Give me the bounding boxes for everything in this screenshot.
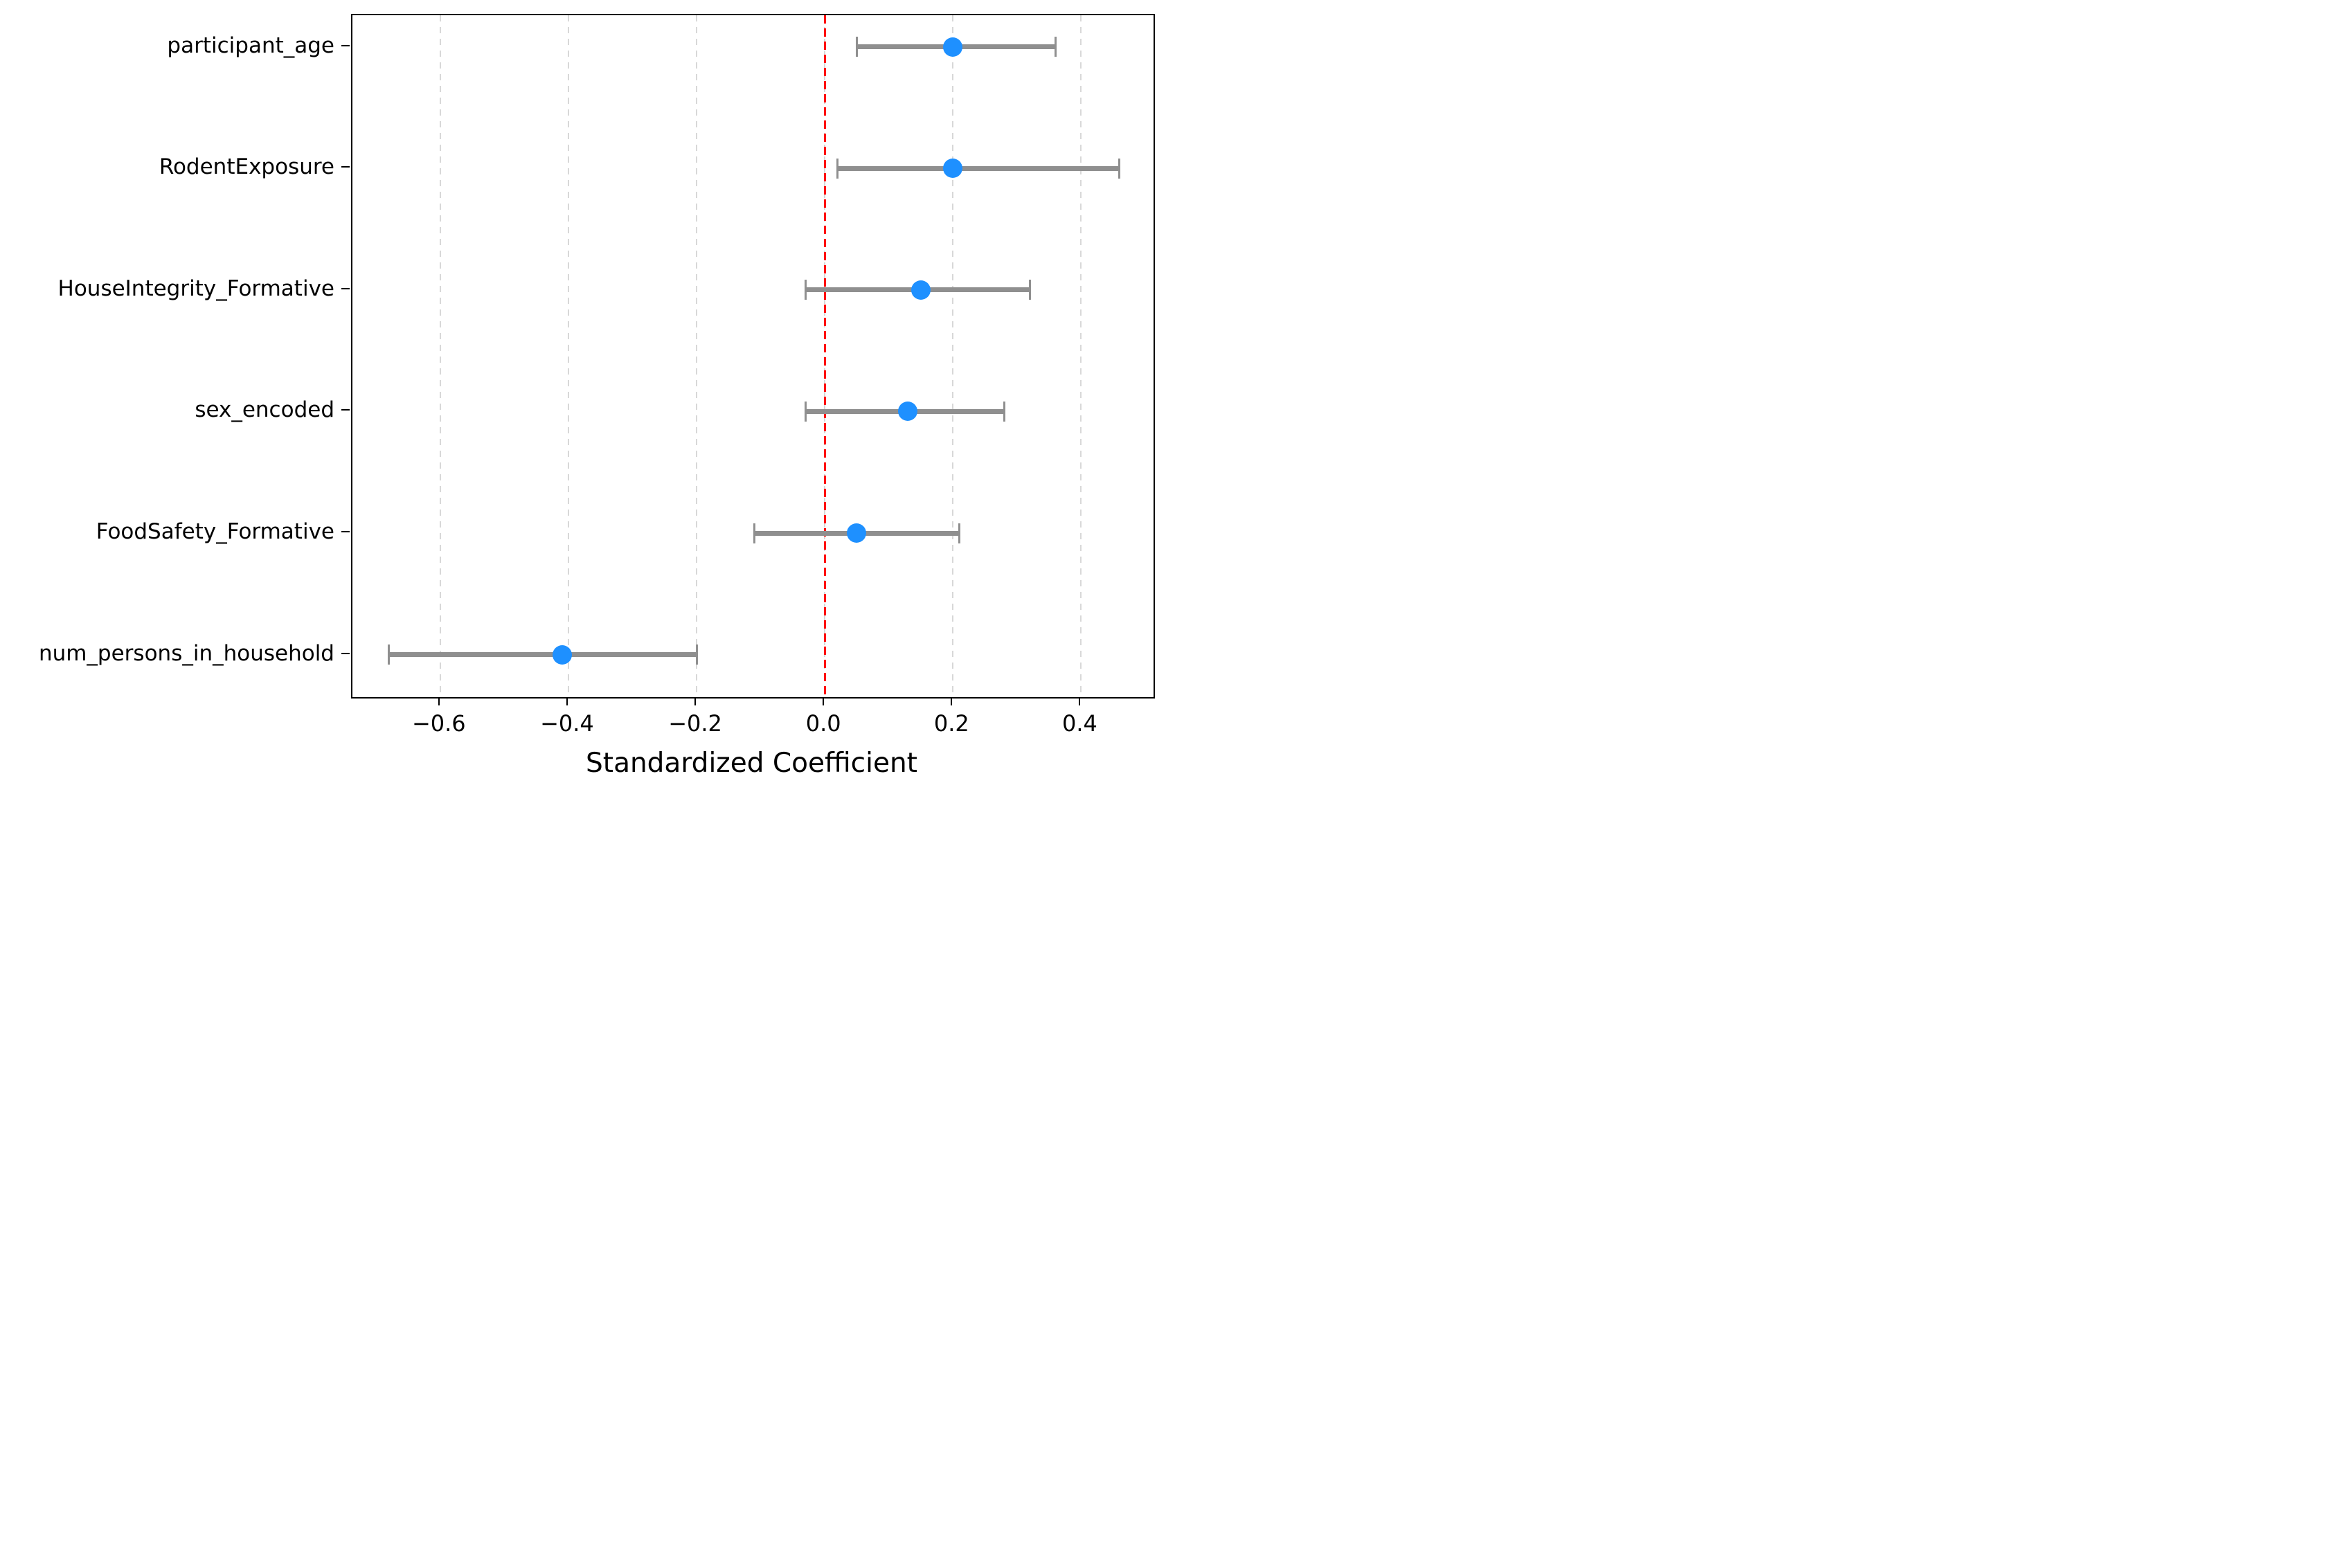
error-bar-cap <box>1054 37 1057 57</box>
y-axis-tick <box>341 531 350 532</box>
x-axis-tick <box>694 697 697 705</box>
x-axis-tick-label: 0.0 <box>805 710 841 737</box>
x-axis-tick-label: −0.2 <box>668 710 722 737</box>
error-bar-cap <box>958 523 961 543</box>
y-axis-category-label: HouseIntegrity_Formative <box>57 276 334 301</box>
zero-reference-line <box>823 15 826 697</box>
confidence-interval-bar <box>837 165 1120 171</box>
confidence-interval-bar <box>388 652 697 658</box>
error-bar-cap <box>1118 158 1121 179</box>
y-axis-tick <box>341 652 350 654</box>
coefficient-marker <box>943 37 963 57</box>
y-axis-category-label: num_persons_in_household <box>38 640 334 666</box>
error-bar-cap <box>804 280 807 300</box>
error-bar-cap <box>695 645 698 665</box>
coefficient-marker <box>847 523 867 543</box>
error-bar-cap <box>1028 280 1031 300</box>
error-bar-cap <box>804 401 807 422</box>
x-axis-tick-label: −0.4 <box>540 710 594 737</box>
gridline <box>696 15 698 697</box>
gridline <box>567 15 569 697</box>
gridline <box>439 15 441 697</box>
x-axis-tick-label: 0.4 <box>1061 710 1097 737</box>
error-bar-cap <box>388 645 391 665</box>
y-axis-category-label: FoodSafety_Formative <box>96 519 334 544</box>
x-axis-tick <box>1079 697 1081 705</box>
coefficient-marker <box>943 159 963 179</box>
y-axis-tick <box>341 44 350 46</box>
error-bar-cap <box>1003 401 1005 422</box>
y-axis-category-label: participant_age <box>167 33 334 58</box>
x-axis-tick <box>951 697 953 705</box>
x-axis-tick <box>566 697 568 705</box>
coefficient-marker <box>898 402 918 422</box>
y-axis-category-label: sex_encoded <box>195 397 334 423</box>
plot-area <box>351 14 1155 699</box>
x-axis-title: Standardized Coefficient <box>586 748 917 779</box>
y-axis-category-label: RodentExposure <box>159 154 334 180</box>
y-axis-tick <box>341 287 350 289</box>
x-axis-tick <box>438 697 440 705</box>
error-bar-cap <box>753 523 755 543</box>
gridline <box>952 15 954 697</box>
x-axis-tick <box>823 697 825 705</box>
coefficient-marker <box>911 280 931 300</box>
y-axis-tick <box>341 166 350 168</box>
x-axis-tick-label: −0.6 <box>411 710 466 737</box>
y-axis-tick <box>341 409 350 411</box>
error-bar-cap <box>836 158 839 179</box>
coefficient-marker <box>552 645 572 665</box>
gridline <box>1080 15 1082 697</box>
x-axis-tick-label: 0.2 <box>933 710 969 737</box>
error-bar-cap <box>855 37 858 57</box>
coefficient-plot-figure: Standardized Coefficient participant_age… <box>0 0 1166 784</box>
